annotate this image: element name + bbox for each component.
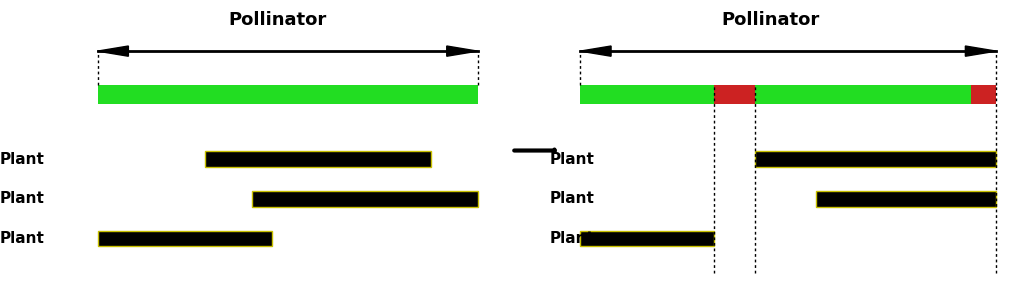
Text: Plant: Plant bbox=[0, 191, 45, 206]
Bar bbox=[98, 231, 272, 246]
Text: Plant: Plant bbox=[0, 231, 45, 246]
Bar bbox=[755, 151, 996, 167]
Polygon shape bbox=[965, 46, 996, 56]
Text: Plant: Plant bbox=[549, 191, 595, 206]
Polygon shape bbox=[98, 46, 128, 56]
Bar bbox=[252, 191, 478, 207]
Polygon shape bbox=[447, 46, 478, 56]
Bar bbox=[580, 231, 714, 246]
Bar bbox=[971, 85, 996, 104]
Polygon shape bbox=[580, 46, 611, 56]
Text: Plant: Plant bbox=[549, 152, 595, 166]
Bar bbox=[205, 151, 431, 167]
Bar bbox=[98, 85, 478, 104]
Text: Plant: Plant bbox=[549, 231, 595, 246]
Text: Plant: Plant bbox=[0, 152, 45, 166]
Bar bbox=[714, 85, 755, 104]
Text: Pollinator: Pollinator bbox=[721, 11, 820, 29]
Bar bbox=[580, 85, 996, 104]
Bar bbox=[816, 191, 996, 207]
Text: Pollinator: Pollinator bbox=[228, 11, 327, 29]
